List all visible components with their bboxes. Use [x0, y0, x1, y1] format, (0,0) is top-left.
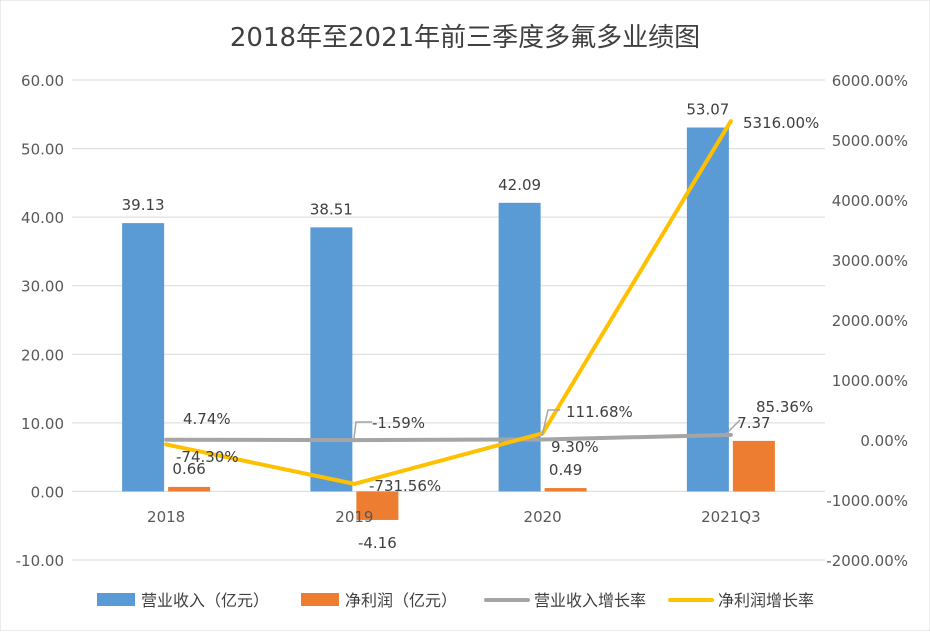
right-tick-label: -2000.00% — [826, 552, 908, 570]
bar-value-label: 38.51 — [310, 200, 353, 218]
bar-value-label: 0.49 — [549, 461, 582, 479]
leader-line — [353, 421, 372, 439]
category-label: 2019 — [335, 508, 373, 526]
legend: 营业收入（亿元） 净利润（亿元） 营业收入增长率 净利润增长率 — [97, 591, 814, 610]
right-tick-label: 5000.00% — [832, 132, 908, 150]
bar-value-label: 39.13 — [122, 196, 165, 214]
left-tick-label: 10.00 — [21, 415, 64, 433]
right-tick-label: 0.00% — [860, 432, 908, 450]
bar-value-label: 7.37 — [737, 414, 770, 432]
leader-line — [541, 409, 560, 437]
left-tick-label: 60.00 — [21, 72, 64, 90]
left-tick-label: 40.00 — [21, 209, 64, 227]
right-axis: -2000.00% -1000.00% 0.00% 1000.00% 2000.00% 3… — [826, 72, 908, 570]
right-tick-label: -1000.00% — [826, 492, 908, 510]
line-value-label: 111.68% — [566, 403, 633, 421]
category-label: 2021Q3 — [701, 508, 761, 526]
bar-revenue — [122, 223, 165, 492]
right-tick-label: 3000.00% — [832, 252, 908, 270]
right-tick-label: 2000.00% — [832, 312, 908, 330]
legend-label: 净利润增长率 — [718, 591, 814, 610]
line-value-label: 9.30% — [551, 438, 599, 456]
lines — [164, 119, 733, 486]
bar-revenue — [310, 227, 353, 492]
line-value-label: 85.36% — [756, 398, 813, 416]
line-profit-growth — [164, 119, 733, 486]
bar-net-profit — [356, 491, 399, 520]
line-value-label: -731.56% — [369, 477, 441, 495]
line-value-label: -1.59% — [372, 414, 425, 432]
line-value-label: 4.74% — [183, 410, 231, 428]
left-tick-label: 30.00 — [21, 278, 64, 296]
legend-label: 营业收入增长率 — [534, 591, 646, 610]
left-axis: -10.00 0.00 10.00 20.00 30.00 40.00 50.00 60.00 — [16, 72, 64, 570]
bar-value-label: 0.66 — [172, 460, 205, 478]
right-tick-label: 4000.00% — [832, 192, 908, 210]
bar-revenue — [498, 202, 541, 492]
line-value-label: 5316.00% — [743, 114, 819, 132]
bars — [122, 127, 775, 520]
line-value-label: -74.30% — [176, 448, 239, 466]
chart-title: 2018年至2021年前三季度多氟多业绩图 — [230, 23, 700, 53]
right-tick-label: 6000.00% — [832, 72, 908, 90]
legend-swatch — [301, 593, 339, 606]
bar-net-profit — [544, 488, 587, 492]
legend-label: 净利润（亿元） — [345, 591, 457, 610]
bar-value-label: -4.16 — [358, 534, 397, 552]
left-tick-label: 0.00 — [31, 483, 64, 501]
bar-net-profit — [168, 486, 211, 492]
bar-revenue — [686, 127, 729, 492]
line-revenue-growth — [164, 432, 733, 443]
left-tick-label: 20.00 — [21, 346, 64, 364]
leader-line — [725, 419, 741, 435]
bar-net-profit — [732, 440, 775, 492]
legend-swatch — [97, 593, 135, 606]
left-tick-label: 50.00 — [21, 141, 64, 159]
bar-value-label: 53.07 — [686, 101, 729, 119]
data-labels: 39.13 38.51 42.09 53.07 0.66 -4.16 0.49 7.37 4.7… — [122, 101, 820, 552]
category-label: 2018 — [147, 508, 185, 526]
right-tick-label: 1000.00% — [832, 372, 908, 390]
left-tick-label: -10.00 — [16, 552, 64, 570]
bar-value-label: 42.09 — [498, 176, 541, 194]
legend-label: 营业收入（亿元） — [141, 591, 269, 610]
x-axis: 2018 2019 2020 2021Q3 — [147, 508, 761, 526]
category-label: 2020 — [524, 508, 562, 526]
